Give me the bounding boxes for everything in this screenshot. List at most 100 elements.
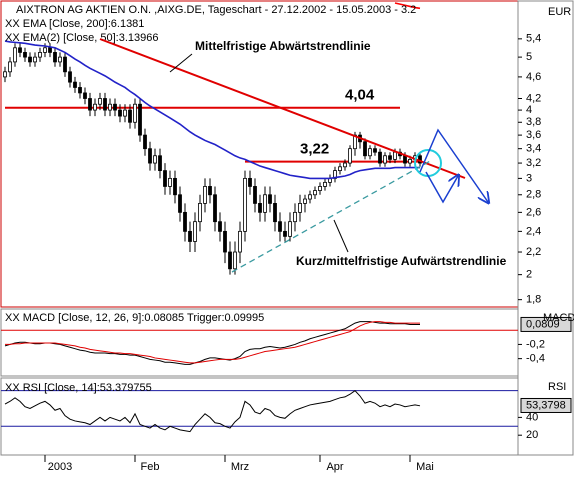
candle-body <box>173 177 177 196</box>
series-line <box>394 2 421 10</box>
candle-body <box>373 148 377 153</box>
candle-body <box>108 103 112 111</box>
candle-body <box>133 103 137 123</box>
candle-body <box>3 71 7 78</box>
series-line <box>5 321 420 364</box>
candle-body <box>213 194 217 223</box>
candle-body <box>393 151 397 160</box>
candle-body <box>188 230 192 242</box>
candle-body <box>23 52 27 58</box>
candle-body <box>208 186 212 196</box>
candle-body <box>383 155 387 164</box>
candle-body <box>348 148 352 164</box>
candle-body <box>168 177 172 187</box>
candle-body <box>203 186 207 204</box>
candle-body <box>408 158 412 164</box>
y-tick-label: 3,4 <box>526 143 541 155</box>
y-tick-label: 20 <box>526 429 538 441</box>
candle-body <box>178 194 182 213</box>
candle-body <box>88 98 92 111</box>
series-line <box>4 321 420 365</box>
y-tick-label: 4 <box>526 104 532 116</box>
candle-body <box>338 166 342 172</box>
candle-body <box>58 56 62 63</box>
x-tick-label: Feb <box>141 461 160 473</box>
candle-body <box>258 203 262 213</box>
candle-body <box>163 170 167 187</box>
candle-body <box>243 177 247 232</box>
candle-body <box>138 103 142 136</box>
y-tick-label: 4,6 <box>526 71 541 83</box>
candle-body <box>48 47 52 53</box>
annotation-pointer <box>333 219 349 253</box>
y-tick-label: 2 <box>526 269 532 281</box>
series-line <box>4 40 420 180</box>
candle-body <box>223 230 227 253</box>
forecast-arrow <box>419 128 488 202</box>
candle-body <box>273 203 277 223</box>
y-tick-label: -0,4 <box>526 353 545 365</box>
candle-body <box>233 251 237 270</box>
level-label: 4,04 <box>345 87 375 104</box>
panel-2 <box>1 390 518 433</box>
candle-body <box>228 251 232 270</box>
candle-body <box>298 203 302 213</box>
candle-body <box>123 109 127 117</box>
downtrend-line <box>99 38 466 179</box>
x-tick-label: Mrz <box>231 461 249 473</box>
candle-body <box>118 109 122 117</box>
candle-body <box>103 98 107 111</box>
candle-body <box>363 141 367 157</box>
axis-label: MACD <box>543 312 574 324</box>
candle-body <box>83 92 87 99</box>
candle-body <box>43 47 47 53</box>
candle-body <box>193 221 197 242</box>
axis-label: EUR <box>548 6 571 18</box>
candle-body <box>293 211 297 223</box>
y-tick-label: 5 <box>526 51 532 63</box>
annotation: Kurz/mittelfristige Aufwärtstrendlinie <box>296 254 507 268</box>
x-tick-label: 2003 <box>48 461 72 473</box>
candle-body <box>38 52 42 58</box>
candle-body <box>238 230 242 253</box>
y-tick-label: 3,6 <box>526 129 541 141</box>
current-value-label: 0,0809 <box>526 318 560 330</box>
legend-entry: XX EMA [Close, 200]:6.1381 <box>5 18 144 30</box>
candle-body <box>183 211 187 232</box>
chart-title: AIXTRON AG AKTIEN O.N. ,AIXG.DE, Tagesch… <box>16 4 416 16</box>
legend-entry: XX EMA(2) [Close, 50]:3.13966 <box>5 32 158 44</box>
candle-body <box>388 155 392 160</box>
candle-body <box>248 177 252 187</box>
candle-body <box>148 148 152 164</box>
candle-body <box>158 155 162 172</box>
candle-body <box>278 221 282 232</box>
panel-title: XX MACD [Close, 12, 26, 9]:0.08085 Trigg… <box>5 312 264 324</box>
candle-body <box>288 221 292 237</box>
candle-body <box>268 194 272 204</box>
y-tick-label: 2,8 <box>526 189 541 201</box>
y-tick-label: 5,4 <box>526 33 541 45</box>
y-tick-label: 40 <box>526 411 538 423</box>
x-tick-label: Apr <box>326 461 343 473</box>
candle-body <box>93 103 97 111</box>
candle-body <box>73 81 77 88</box>
panel-1 <box>1 321 518 365</box>
candle-body <box>323 181 327 187</box>
y-tick-label: 3 <box>526 172 532 184</box>
candle-body <box>8 61 12 73</box>
y-tick-label: 3,2 <box>526 157 541 169</box>
candle-body <box>218 221 222 232</box>
trend-drawings <box>99 38 488 273</box>
candle-body <box>403 155 407 164</box>
axis-label: RSI <box>548 381 566 393</box>
y-tick-label: 2,6 <box>526 206 541 218</box>
candle-body <box>263 194 267 213</box>
candle-body <box>198 203 202 223</box>
y-tick-label: 3,8 <box>526 116 541 128</box>
panel-0 <box>3 2 422 275</box>
level-label: 3,22 <box>300 141 329 158</box>
candle-body <box>28 56 32 63</box>
panel-title: XX RSI [Close, 14]:53.379755 <box>5 382 152 394</box>
candle-body <box>98 98 102 105</box>
